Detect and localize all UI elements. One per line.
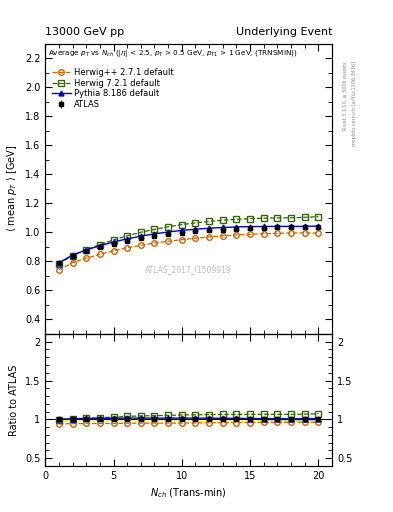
Pythia 8.186 default xyxy=(70,252,75,258)
Pythia 8.186 default xyxy=(166,229,171,235)
Text: ATLAS_2017_I1509919: ATLAS_2017_I1509919 xyxy=(145,266,232,274)
Pythia 8.186 default xyxy=(152,231,157,237)
Herwig++ 2.7.1 default xyxy=(111,248,116,254)
Pythia 8.186 default xyxy=(289,223,294,229)
Herwig 7.2.1 default xyxy=(220,217,225,223)
Herwig++ 2.7.1 default xyxy=(207,234,211,240)
Legend: Herwig++ 2.7.1 default, Herwig 7.2.1 default, Pythia 8.186 default, ATLAS: Herwig++ 2.7.1 default, Herwig 7.2.1 def… xyxy=(52,68,174,109)
Herwig++ 2.7.1 default xyxy=(84,255,88,261)
Herwig++ 2.7.1 default xyxy=(97,251,102,258)
Herwig 7.2.1 default xyxy=(57,261,61,267)
Herwig 7.2.1 default xyxy=(234,216,239,222)
Pythia 8.186 default xyxy=(234,224,239,230)
Herwig++ 2.7.1 default xyxy=(166,238,171,244)
Line: Herwig 7.2.1 default: Herwig 7.2.1 default xyxy=(56,214,321,267)
Pythia 8.186 default xyxy=(302,223,307,229)
Herwig 7.2.1 default xyxy=(193,220,198,226)
Text: Underlying Event: Underlying Event xyxy=(235,27,332,37)
Herwig++ 2.7.1 default xyxy=(125,245,130,251)
Herwig++ 2.7.1 default xyxy=(70,260,75,266)
Herwig 7.2.1 default xyxy=(152,226,157,232)
Pythia 8.186 default xyxy=(316,223,321,229)
Herwig++ 2.7.1 default xyxy=(152,240,157,246)
Line: Herwig++ 2.7.1 default: Herwig++ 2.7.1 default xyxy=(56,230,321,272)
Herwig 7.2.1 default xyxy=(207,218,211,224)
Pythia 8.186 default xyxy=(261,223,266,229)
Herwig 7.2.1 default xyxy=(180,222,184,228)
Herwig 7.2.1 default xyxy=(111,237,116,243)
Herwig 7.2.1 default xyxy=(316,214,321,220)
Herwig++ 2.7.1 default xyxy=(316,230,321,236)
Text: mcplots.cern.ch [arXiv:1306.3436]: mcplots.cern.ch [arXiv:1306.3436] xyxy=(352,61,357,146)
Pythia 8.186 default xyxy=(57,260,61,266)
Pythia 8.186 default xyxy=(248,224,252,230)
Herwig 7.2.1 default xyxy=(166,224,171,230)
Pythia 8.186 default xyxy=(138,233,143,239)
X-axis label: $N_{ch}$ (Trans-min): $N_{ch}$ (Trans-min) xyxy=(151,486,227,500)
Herwig++ 2.7.1 default xyxy=(275,230,280,237)
Herwig 7.2.1 default xyxy=(289,215,294,221)
Text: 13000 GeV pp: 13000 GeV pp xyxy=(45,27,124,37)
Herwig++ 2.7.1 default xyxy=(302,230,307,236)
Pythia 8.186 default xyxy=(207,225,211,231)
Herwig 7.2.1 default xyxy=(138,229,143,236)
Herwig++ 2.7.1 default xyxy=(220,233,225,239)
Herwig 7.2.1 default xyxy=(275,215,280,221)
Pythia 8.186 default xyxy=(111,239,116,245)
Herwig++ 2.7.1 default xyxy=(180,237,184,243)
Herwig++ 2.7.1 default xyxy=(261,231,266,237)
Herwig++ 2.7.1 default xyxy=(57,267,61,273)
Herwig++ 2.7.1 default xyxy=(234,232,239,238)
Herwig 7.2.1 default xyxy=(70,252,75,259)
Pythia 8.186 default xyxy=(180,227,184,233)
Herwig++ 2.7.1 default xyxy=(138,242,143,248)
Pythia 8.186 default xyxy=(97,243,102,249)
Herwig 7.2.1 default xyxy=(125,233,130,239)
Herwig 7.2.1 default xyxy=(248,216,252,222)
Herwig 7.2.1 default xyxy=(84,247,88,253)
Herwig++ 2.7.1 default xyxy=(248,231,252,238)
Y-axis label: $\langle$ mean $p_T$ $\rangle$ [GeV]: $\langle$ mean $p_T$ $\rangle$ [GeV] xyxy=(5,145,19,232)
Pythia 8.186 default xyxy=(275,223,280,229)
Herwig 7.2.1 default xyxy=(302,214,307,220)
Herwig++ 2.7.1 default xyxy=(289,230,294,236)
Text: Average $p_T$ vs $N_{ch}$ ($|\eta|$ < 2.5, $p_T$ > 0.5 GeV, $p_{T1}$ > 1 GeV, (T: Average $p_T$ vs $N_{ch}$ ($|\eta|$ < 2.… xyxy=(48,48,298,59)
Y-axis label: Ratio to ATLAS: Ratio to ATLAS xyxy=(9,364,19,436)
Pythia 8.186 default xyxy=(125,236,130,242)
Herwig++ 2.7.1 default xyxy=(193,235,198,241)
Pythia 8.186 default xyxy=(84,247,88,253)
Herwig 7.2.1 default xyxy=(261,215,266,221)
Text: Rivet 3.1.10, ≥ 500k events: Rivet 3.1.10, ≥ 500k events xyxy=(343,61,348,130)
Pythia 8.186 default xyxy=(193,226,198,232)
Line: Pythia 8.186 default: Pythia 8.186 default xyxy=(57,224,321,265)
Pythia 8.186 default xyxy=(220,224,225,230)
Herwig 7.2.1 default xyxy=(97,242,102,248)
